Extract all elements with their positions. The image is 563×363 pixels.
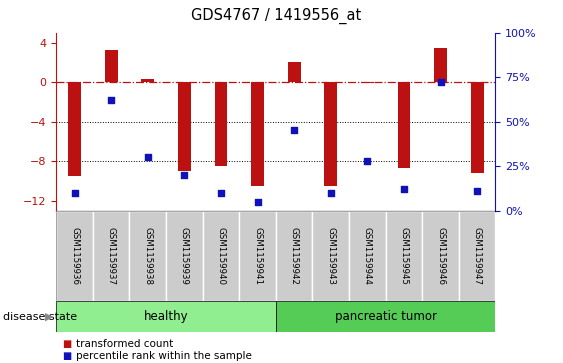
Bar bbox=[129, 211, 166, 301]
Bar bbox=[203, 211, 239, 301]
Text: GSM1159944: GSM1159944 bbox=[363, 227, 372, 285]
Text: disease state: disease state bbox=[3, 312, 77, 322]
Text: percentile rank within the sample: percentile rank within the sample bbox=[76, 351, 252, 362]
Bar bbox=[324, 82, 337, 186]
Point bbox=[363, 158, 372, 164]
Point bbox=[290, 128, 299, 134]
Point bbox=[70, 190, 79, 196]
Bar bbox=[105, 50, 118, 82]
Text: ■: ■ bbox=[62, 339, 71, 349]
Bar bbox=[68, 82, 81, 176]
Bar bbox=[397, 82, 410, 168]
Bar bbox=[141, 79, 154, 82]
Text: healthy: healthy bbox=[144, 310, 189, 323]
Bar bbox=[361, 82, 374, 83]
Point bbox=[253, 199, 262, 205]
Text: GSM1159940: GSM1159940 bbox=[217, 227, 225, 285]
Text: GSM1159937: GSM1159937 bbox=[107, 227, 115, 285]
Bar bbox=[386, 211, 422, 301]
Bar bbox=[251, 82, 264, 186]
Text: GSM1159938: GSM1159938 bbox=[144, 227, 152, 285]
Point bbox=[143, 154, 152, 160]
Bar bbox=[434, 49, 447, 82]
Bar bbox=[239, 211, 276, 301]
Point bbox=[107, 97, 116, 103]
Text: transformed count: transformed count bbox=[76, 339, 173, 349]
Text: GSM1159942: GSM1159942 bbox=[290, 227, 298, 285]
Bar bbox=[215, 82, 227, 166]
Bar bbox=[471, 82, 484, 173]
Text: ■: ■ bbox=[62, 351, 71, 362]
Text: GSM1159941: GSM1159941 bbox=[253, 227, 262, 285]
Bar bbox=[56, 211, 93, 301]
Text: GSM1159943: GSM1159943 bbox=[327, 227, 335, 285]
Point bbox=[436, 79, 445, 85]
Text: GSM1159945: GSM1159945 bbox=[400, 227, 408, 285]
Point bbox=[180, 172, 189, 178]
Point bbox=[400, 186, 409, 192]
Bar bbox=[349, 211, 386, 301]
Bar bbox=[93, 211, 129, 301]
Bar bbox=[56, 301, 276, 332]
Bar bbox=[178, 82, 191, 171]
Bar bbox=[276, 301, 495, 332]
Text: pancreatic tumor: pancreatic tumor bbox=[334, 310, 437, 323]
Text: GDS4767 / 1419556_at: GDS4767 / 1419556_at bbox=[191, 8, 361, 24]
Text: ▶: ▶ bbox=[45, 312, 53, 322]
Bar bbox=[422, 211, 459, 301]
Point bbox=[216, 190, 225, 196]
Text: GSM1159947: GSM1159947 bbox=[473, 227, 481, 285]
Text: GSM1159939: GSM1159939 bbox=[180, 227, 189, 285]
Bar bbox=[166, 211, 203, 301]
Point bbox=[472, 188, 481, 194]
Bar bbox=[459, 211, 495, 301]
Point bbox=[326, 190, 335, 196]
Text: GSM1159936: GSM1159936 bbox=[70, 227, 79, 285]
Bar bbox=[288, 62, 301, 82]
Text: GSM1159946: GSM1159946 bbox=[436, 227, 445, 285]
Bar bbox=[276, 211, 312, 301]
Bar bbox=[312, 211, 349, 301]
